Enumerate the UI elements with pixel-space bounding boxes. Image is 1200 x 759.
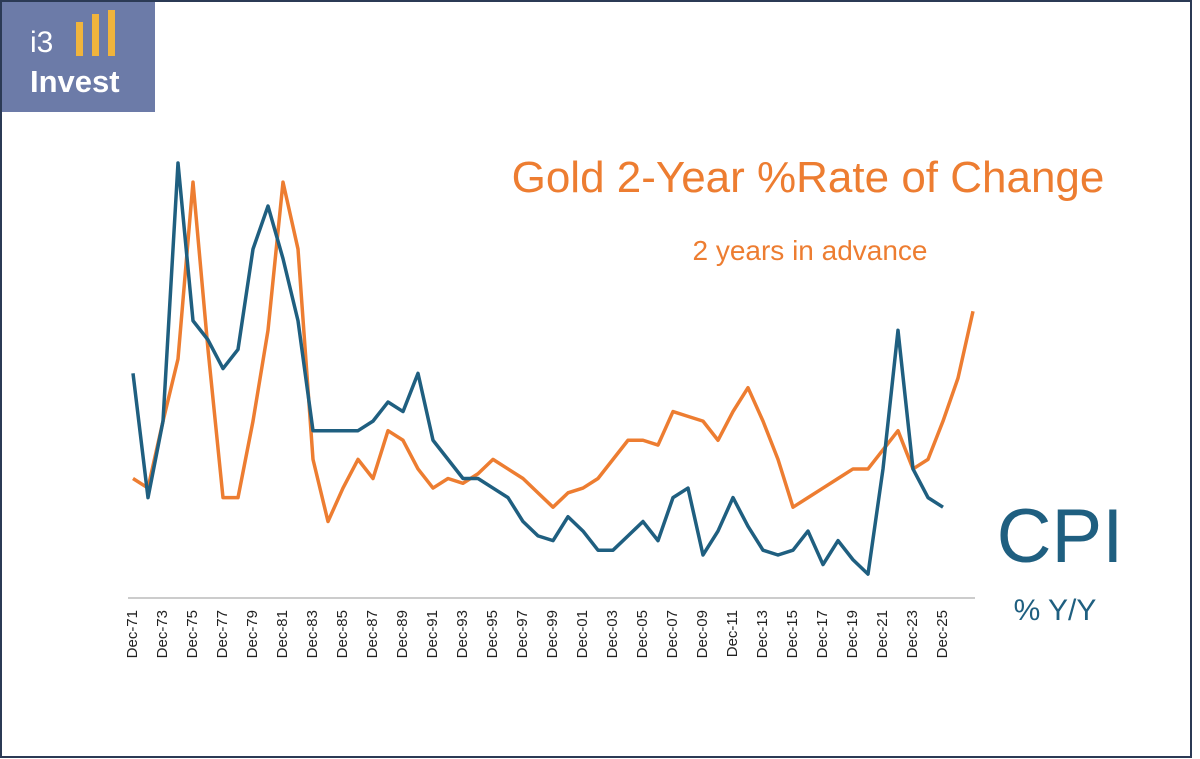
- x-tick-label: Dec-23: [904, 610, 921, 658]
- x-tick-label: Dec-71: [124, 610, 141, 658]
- x-tick-label: Dec-19: [844, 610, 861, 658]
- gold-note: 2 years in advance: [692, 235, 927, 266]
- x-tick-label: Dec-73: [154, 610, 171, 658]
- logo-top: i3: [30, 26, 53, 59]
- x-tick-label: Dec-21: [874, 610, 891, 658]
- x-tick-label: Dec-03: [604, 610, 621, 658]
- series-line: [131, 161, 944, 576]
- x-tick-label: Dec-75: [184, 610, 201, 658]
- x-tick-label: Dec-15: [784, 610, 801, 658]
- logo-bar: [108, 10, 115, 56]
- x-tick-label: Dec-97: [514, 610, 531, 658]
- x-tick-label: Dec-87: [364, 610, 381, 658]
- x-tick-label: Dec-89: [394, 610, 411, 658]
- cpi-note: % Y/Y: [1014, 594, 1097, 627]
- x-tick-label: Dec-91: [424, 610, 441, 658]
- x-tick-label: Dec-81: [274, 610, 291, 658]
- x-tick-label: Dec-83: [304, 610, 321, 658]
- x-tick-label: Dec-77: [214, 610, 231, 658]
- logo-bottom: Invest: [30, 64, 120, 99]
- x-tick-label: Dec-11: [724, 610, 741, 657]
- logo-bar: [76, 22, 83, 56]
- x-tick-label: Dec-79: [244, 610, 261, 658]
- x-tick-label: Dec-05: [634, 610, 651, 658]
- x-tick-label: Dec-85: [334, 610, 351, 658]
- x-tick-label: Dec-95: [484, 610, 501, 658]
- x-tick-label: Dec-13: [754, 610, 771, 658]
- cpi-label: CPI: [997, 494, 1124, 579]
- x-tick-label: Dec-01: [574, 610, 591, 658]
- gold-label: Gold 2-Year %Rate of Change: [512, 153, 1105, 202]
- x-tick-label: Dec-93: [454, 610, 471, 658]
- x-tick-label: Dec-99: [544, 610, 561, 658]
- x-tick-label: Dec-09: [694, 610, 711, 658]
- x-tick-label: Dec-17: [814, 610, 831, 658]
- series-line: [132, 180, 975, 524]
- x-tick-label: Dec-07: [664, 610, 681, 658]
- logo-box: [2, 2, 155, 112]
- logo-bar: [92, 14, 99, 56]
- x-tick-label: Dec-25: [934, 610, 951, 658]
